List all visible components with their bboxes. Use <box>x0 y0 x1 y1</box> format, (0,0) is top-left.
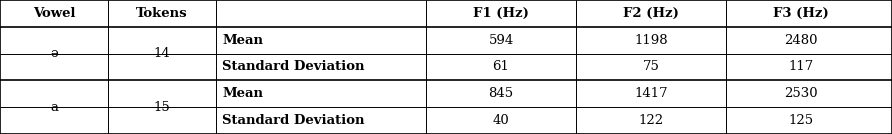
Text: 125: 125 <box>789 114 814 127</box>
Text: Vowel: Vowel <box>33 7 75 20</box>
Text: 2480: 2480 <box>784 34 818 47</box>
Text: 594: 594 <box>489 34 514 47</box>
Text: F2 (Hz): F2 (Hz) <box>624 7 679 20</box>
Text: 75: 75 <box>642 60 659 74</box>
Text: Standard Deviation: Standard Deviation <box>222 114 365 127</box>
Text: 845: 845 <box>489 87 514 100</box>
Text: 15: 15 <box>153 101 170 114</box>
Text: 1198: 1198 <box>634 34 668 47</box>
Text: Standard Deviation: Standard Deviation <box>222 60 365 74</box>
Text: Tokens: Tokens <box>136 7 188 20</box>
Text: 40: 40 <box>492 114 509 127</box>
Text: Mean: Mean <box>222 34 263 47</box>
Text: 2530: 2530 <box>784 87 818 100</box>
Text: Mean: Mean <box>222 87 263 100</box>
Text: 122: 122 <box>639 114 664 127</box>
Text: a: a <box>50 101 58 114</box>
Text: 14: 14 <box>153 47 170 60</box>
Text: 1417: 1417 <box>634 87 668 100</box>
Text: F1 (Hz): F1 (Hz) <box>473 7 529 20</box>
Text: F3 (Hz): F3 (Hz) <box>773 7 829 20</box>
Text: 117: 117 <box>789 60 814 74</box>
Text: 61: 61 <box>492 60 509 74</box>
Text: ə: ə <box>50 47 58 60</box>
